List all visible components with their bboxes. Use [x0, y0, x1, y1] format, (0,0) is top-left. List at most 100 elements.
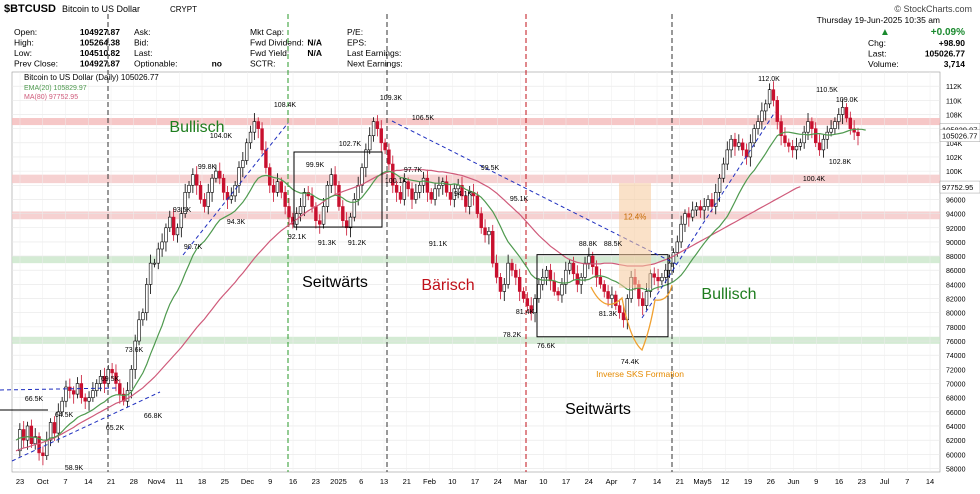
candle-body — [652, 273, 656, 278]
candle-body — [410, 188, 414, 200]
price-label: 69.5K — [101, 376, 120, 383]
price-label: 90.7K — [184, 244, 203, 251]
price-label: 66.5K — [25, 396, 44, 403]
header-label: Ask: — [134, 27, 151, 37]
trend-line — [641, 111, 776, 319]
header-label: Bid: — [134, 38, 149, 48]
price-label: 110.5K — [816, 87, 838, 94]
candle-body — [583, 262, 587, 278]
header-value: 3,714 — [944, 59, 966, 69]
candle-body — [256, 121, 260, 129]
candle-body — [45, 439, 49, 457]
candle-body — [814, 128, 818, 144]
candle-body — [729, 138, 733, 151]
candle-body — [33, 436, 37, 444]
candle-body — [617, 305, 622, 314]
price-label: 106.5K — [412, 115, 435, 122]
y-tick-label: 96000 — [946, 197, 966, 204]
candle-body — [129, 369, 134, 391]
candle-body — [460, 184, 464, 197]
ma80-line — [15, 169, 801, 452]
header-label: SCTR: — [250, 59, 276, 69]
candle-body — [125, 390, 130, 402]
candle-body — [271, 184, 276, 193]
resistance-band — [12, 211, 940, 220]
x-tick-label: May5 — [693, 477, 711, 486]
x-tick-label: 28 — [130, 477, 138, 486]
candle-body — [302, 192, 307, 207]
candle-body — [202, 199, 207, 207]
candle-body — [656, 277, 660, 282]
candle-body — [579, 277, 583, 285]
symbol: $BTCUSD — [4, 3, 56, 15]
candle-body — [548, 269, 553, 282]
price-label: 99.5K — [481, 165, 500, 172]
candle-body — [183, 192, 187, 214]
y-tick-label: 86000 — [946, 268, 966, 275]
header-value: 104927.87 — [80, 27, 120, 37]
price-label: 99.8K — [198, 164, 217, 171]
candle-body — [214, 170, 218, 179]
ema20-line — [15, 128, 866, 441]
candle-body — [137, 319, 141, 342]
candle-body — [195, 174, 199, 186]
phase-label: Seitwärts — [302, 274, 368, 291]
phase-label: Seitwärts — [565, 401, 631, 418]
candle-body — [671, 252, 676, 264]
candle-body — [368, 135, 372, 151]
x-tick-label: 13 — [380, 477, 388, 486]
candle-body — [417, 184, 422, 193]
x-tick-label: 23 — [858, 477, 866, 486]
price-label: 76.6K — [537, 343, 556, 350]
candle-body — [79, 383, 84, 398]
x-tick-label: 16 — [289, 477, 297, 486]
candle-body — [844, 107, 849, 119]
price-label: 95.1K — [510, 196, 529, 203]
x-tick-label: 25 — [221, 477, 229, 486]
last-value-tag: 105026.77 — [942, 132, 977, 141]
candle-body — [233, 184, 237, 197]
candle-body — [756, 121, 760, 129]
legend-title: Bitcoin to US Dollar (Daily) 105026.77 — [24, 73, 159, 82]
candle-body — [229, 195, 234, 200]
price-label: 109.0K — [836, 97, 859, 104]
price-label: 91.3K — [318, 240, 337, 247]
y-tick-label: 90000 — [946, 240, 966, 247]
candle-body — [375, 121, 380, 129]
candle-body — [310, 195, 314, 207]
candle-body — [571, 262, 576, 275]
candle-body — [556, 291, 560, 296]
x-tick-label: 23 — [16, 477, 24, 486]
phase-label: Bullisch — [701, 286, 756, 303]
candle-body — [506, 262, 510, 285]
y-tick-label: 82000 — [946, 297, 966, 304]
candle-body — [529, 305, 533, 314]
header-label: Last: — [868, 49, 886, 59]
candle-body — [191, 174, 195, 186]
x-tick-label: 16 — [835, 477, 843, 486]
candle-body — [218, 170, 222, 179]
x-tick-label: 17 — [562, 477, 570, 486]
candle-body — [660, 277, 664, 282]
candle-body — [798, 142, 803, 147]
price-label: 88.5K — [604, 241, 623, 248]
candle-body — [341, 206, 345, 221]
candle-body — [514, 269, 518, 278]
price-label: 66.8K — [144, 413, 163, 420]
candle-body — [848, 117, 853, 129]
symbol-name: Bitcoin to US Dollar — [62, 4, 140, 14]
candle-body — [690, 209, 695, 218]
y-tick-label: 66000 — [946, 410, 966, 417]
sks-curve — [590, 284, 673, 352]
y-tick-label: 68000 — [946, 396, 966, 403]
candle-body — [87, 397, 91, 402]
candle-body — [537, 284, 541, 299]
candle-body — [698, 206, 703, 211]
candle-body — [275, 181, 280, 193]
candle-body — [494, 262, 499, 278]
x-tick-label: 14 — [84, 477, 92, 486]
price-label: 78.2K — [503, 332, 522, 339]
price-label: 94.3K — [227, 219, 246, 226]
header-label: Last: — [134, 48, 152, 58]
candle-body — [760, 110, 764, 122]
